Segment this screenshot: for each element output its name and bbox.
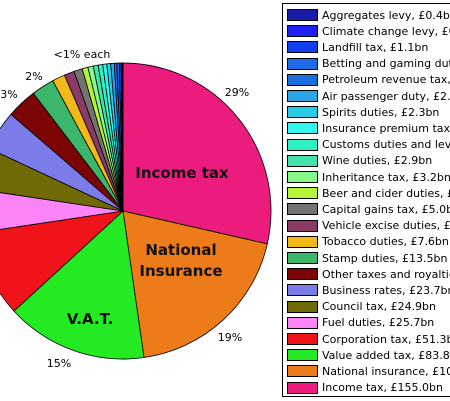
legend-swatch: [287, 90, 318, 102]
legend-entry: Customs duties and levie: [287, 137, 450, 153]
legend-swatch: [287, 73, 318, 86]
legend-swatch: [287, 316, 318, 329]
legend-entry: Petroleum revenue tax, £: [287, 72, 450, 88]
legend-swatch: [287, 365, 318, 378]
legend-label: Income tax, £155.0bn: [322, 381, 443, 395]
pie-slice-3: [0, 210, 125, 312]
legend-swatch: [287, 25, 318, 38]
legend-label: Council tax, £24.9bn: [322, 300, 437, 314]
legend-swatch: [287, 122, 318, 135]
legend-label: Other taxes and royalties: [322, 267, 450, 281]
legend-entry: Spirits duties, £2.3bn: [287, 104, 450, 120]
legend-label: Climate change levy, £0.7: [322, 24, 450, 38]
pie-slices: [0, 62, 272, 360]
vat-pct-label: 15%: [47, 357, 71, 370]
stamp-duties-pct-label: 2%: [25, 70, 42, 83]
legend-swatch: [287, 349, 318, 362]
pie-slice-0: [122, 62, 272, 245]
legend-label: Stamp duties, £13.5bn: [322, 251, 448, 265]
legend-label: Wine duties, £2.9bn: [322, 154, 433, 168]
legend-label: Corporation tax, £51.3bn: [322, 332, 450, 346]
income-tax-pct-label: 29%: [225, 86, 249, 99]
legend-label: National insurance, £104.: [322, 364, 450, 378]
legend-label: Value added tax, £83.8bn: [322, 348, 450, 362]
legend-label: Beer and cider duties, £3.: [322, 186, 450, 200]
legend-swatch: [287, 154, 318, 167]
legend-label: Betting and gaming dutie: [322, 57, 450, 71]
legend-swatch: [287, 203, 318, 216]
legend-entry: Income tax, £155.0bn: [287, 380, 450, 396]
legend-entry: Corporation tax, £51.3bn: [287, 331, 450, 347]
national-insurance-pct-label: 19%: [218, 331, 242, 344]
legend-label: Inheritance tax, £3.2bn: [322, 170, 450, 184]
legend-swatch: [287, 138, 318, 151]
legend-entry: Fuel duties, £25.7bn: [287, 315, 450, 331]
legend-entry: Inheritance tax, £3.2bn: [287, 169, 450, 185]
national-insurance-inner-label-1: National: [145, 241, 216, 259]
legend-label: Tobacco duties, £7.6bn: [322, 235, 449, 249]
national-insurance-inner-label-2: Insurance: [139, 262, 222, 280]
legend-label: Landfill tax, £1.1bn: [322, 40, 429, 54]
legend-swatch: [287, 333, 318, 345]
legend-label: Fuel duties, £25.7bn: [322, 316, 435, 330]
legend-entry: Betting and gaming dutie: [287, 56, 450, 72]
legend-label: Spirits duties, £2.3bn: [322, 105, 440, 119]
legend-entry: Council tax, £24.9bn: [287, 299, 450, 315]
legend-entry: Vehicle excise duties, £6.: [287, 218, 450, 234]
legend-entry: Capital gains tax, £5.0bn: [287, 201, 450, 217]
pie-slice-1: [122, 210, 268, 358]
legend-label: Insurance premium tax, £: [322, 121, 450, 135]
legend-entry: Stamp duties, £13.5bn: [287, 250, 450, 266]
legend-swatch: [287, 268, 318, 281]
legend-swatch: [287, 9, 318, 21]
legend-entry: Business rates, £23.7bn: [287, 282, 450, 298]
legend-label: Aggregates levy, £0.4bn: [322, 8, 450, 22]
legend: Aggregates levy, £0.4bn Climate change le…: [282, 3, 450, 397]
pie-slice-2: [13, 210, 145, 360]
legend-swatch: [287, 219, 318, 232]
legend-swatch: [287, 171, 318, 183]
pie-slice-4: [0, 192, 124, 230]
legend-entry: Aggregates levy, £0.4bn: [287, 7, 450, 23]
legend-swatch: [287, 57, 318, 70]
other-taxes-pct-label: 3%: [0, 88, 17, 101]
legend-swatch: [287, 41, 318, 54]
legend-entry: Wine duties, £2.9bn: [287, 153, 450, 169]
legend-swatch: [287, 106, 318, 119]
legend-swatch: [287, 187, 318, 200]
legend-label: Air passenger duty, £2.1b: [322, 89, 450, 103]
legend-label: Business rates, £23.7bn: [322, 283, 450, 297]
legend-entry: Climate change levy, £0.7: [287, 23, 450, 39]
pie-slice-23: [121, 62, 124, 212]
legend-entry: Other taxes and royalties: [287, 266, 450, 282]
legend-entry: Beer and cider duties, £3.: [287, 185, 450, 201]
legend-entry: National insurance, £104.: [287, 363, 450, 379]
legend-entry: Value added tax, £83.8bn: [287, 347, 450, 363]
legend-swatch: [287, 252, 318, 264]
small-slices-pct-label: <1% each: [54, 48, 111, 61]
legend-swatch: [287, 235, 318, 248]
legend-swatch: [287, 300, 318, 313]
legend-swatch: [287, 381, 318, 394]
legend-entry: Insurance premium tax, £: [287, 120, 450, 136]
vat-inner-label: V.A.T.: [67, 310, 114, 328]
legend-entry: Landfill tax, £1.1bn: [287, 39, 450, 55]
legend-label: Vehicle excise duties, £6.: [322, 219, 450, 233]
legend-swatch: [287, 284, 318, 297]
income-tax-inner-label: Income tax: [135, 164, 229, 182]
legend-entry: Air passenger duty, £2.1b: [287, 88, 450, 104]
legend-label: Customs duties and levie: [322, 138, 450, 152]
legend-label: Capital gains tax, £5.0bn: [322, 202, 450, 216]
legend-label: Petroleum revenue tax, £: [322, 73, 450, 87]
legend-entry: Tobacco duties, £7.6bn: [287, 234, 450, 250]
